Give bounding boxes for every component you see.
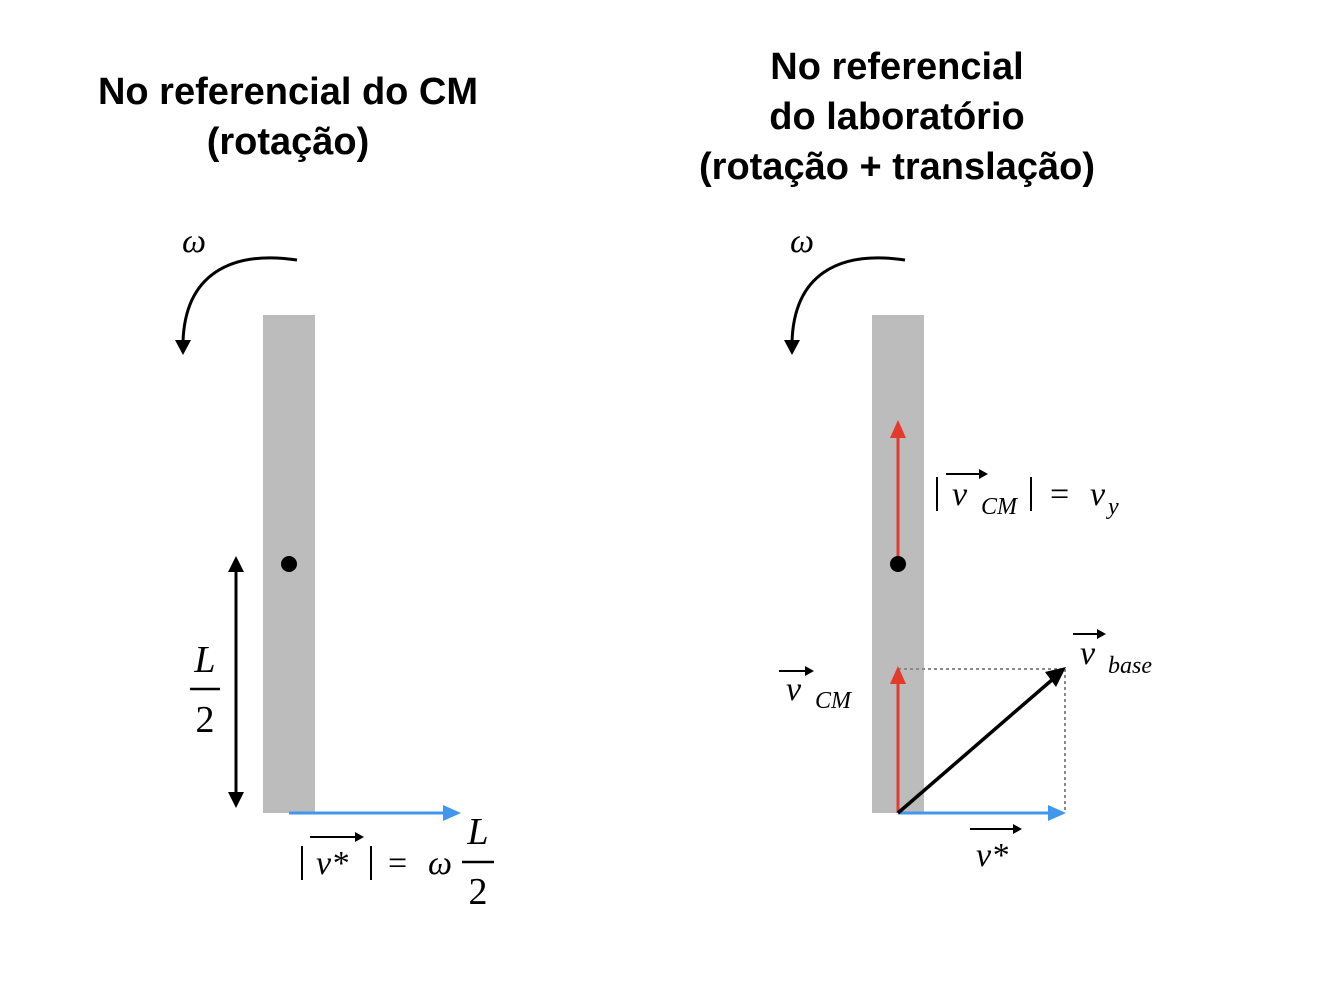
right-vbase-label-v: v <box>1080 635 1096 672</box>
right-vbase-label-vector-arrowhead <box>1097 629 1106 639</box>
left-length-denominator: 2 <box>196 699 215 741</box>
left-length-numerator: L <box>193 639 215 681</box>
right-title-line-3: (rotação + translação) <box>699 146 1095 188</box>
right-center-of-mass-dot <box>890 556 906 572</box>
left-title-line-1: No referencial do CM <box>97 71 479 113</box>
left-length-arrowhead-bottom <box>228 792 244 808</box>
right-vbase-label-subscript: base <box>1108 653 1152 679</box>
left-length-arrowhead-top <box>228 556 244 572</box>
left-formula-omega: ω <box>428 845 452 882</box>
right-vbase-arrowhead <box>1045 667 1066 687</box>
left-title-line-2: (rotação) <box>206 121 370 163</box>
right-vcm-label-subscript: CM <box>815 688 853 714</box>
left-omega-label: ω <box>182 223 206 260</box>
right-vcm-label-v: v <box>786 671 802 708</box>
right-omega-label: ω <box>790 223 814 260</box>
right-vcm-formula-rhs-v: v <box>1090 476 1106 513</box>
left-vstar-symbol: v* <box>316 845 348 882</box>
left-panel: ω L 2 v* = ω L 2 <box>175 223 494 913</box>
left-formula-denominator: 2 <box>469 871 488 913</box>
left-equals-sign: = <box>388 845 407 882</box>
right-vcm-arrow-top-head <box>890 420 906 438</box>
right-vcm-formula-v: v <box>952 476 968 513</box>
left-panel-title: No referencial do CM (rotação) <box>38 67 538 167</box>
right-vstar-label-vector-arrowhead <box>1013 824 1022 834</box>
right-vcm-label-vector-arrowhead <box>805 666 814 676</box>
left-rotation-arrow <box>181 256 298 343</box>
right-vcm-formula-vector-arrowhead <box>979 469 988 479</box>
right-vcm-formula-equals: = <box>1050 476 1069 513</box>
right-vcm-formula-subscript: CM <box>981 494 1019 520</box>
right-vbase-arrow-line <box>896 677 1055 815</box>
right-title-line-2: do laboratório <box>769 96 1025 138</box>
right-vstar-label-symbol: v* <box>976 837 1008 874</box>
right-rotation-arrowhead <box>784 340 800 355</box>
right-title-line-1: No referencial <box>770 46 1024 88</box>
right-panel-title: No referencial do laboratório (rotação +… <box>647 42 1147 192</box>
right-panel: ω v CM = v y <box>779 223 1152 874</box>
right-vstar-arrowhead <box>1048 805 1066 821</box>
right-vcm-formula-rhs-subscript: y <box>1106 494 1119 520</box>
right-rotation-arrow <box>790 256 906 343</box>
left-formula-numerator: L <box>466 811 488 853</box>
left-vstar-arrowhead <box>443 805 461 821</box>
left-center-of-mass-dot <box>281 556 297 572</box>
left-rotation-arrowhead <box>175 340 191 355</box>
left-vstar-vector-arrowhead <box>355 832 364 842</box>
right-vcm-base-arrowhead <box>890 666 906 684</box>
